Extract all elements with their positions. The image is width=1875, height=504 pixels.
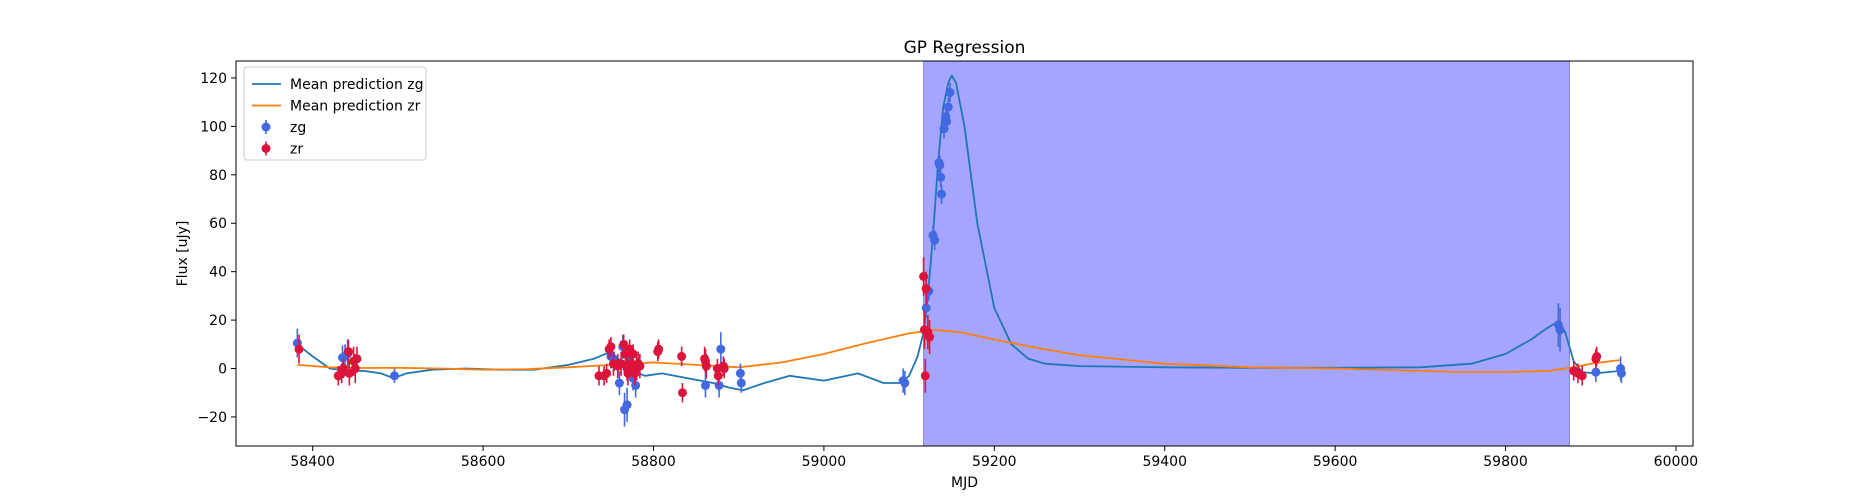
data-point-zg — [631, 380, 641, 390]
data-point-zg — [714, 380, 724, 390]
y-tick-label: 20 — [209, 313, 227, 329]
legend: Mean prediction zg Mean prediction zr zg zr — [243, 66, 427, 161]
data-point-zg — [1591, 367, 1601, 377]
data-point-zr — [352, 354, 362, 364]
x-tick-label: 59400 — [1142, 454, 1187, 470]
data-point-zr — [1592, 351, 1602, 361]
data-point-zg — [614, 378, 624, 388]
y-tick-label: 0 — [218, 362, 227, 378]
data-point-zr — [628, 349, 638, 359]
plot-frame — [235, 60, 1694, 447]
x-tick-label: 60000 — [1654, 454, 1699, 470]
data-point-zr — [338, 364, 348, 374]
legend-marker-swatch — [261, 122, 271, 132]
data-point-zg — [900, 378, 910, 388]
data-point-zg — [945, 87, 955, 97]
data-point-zg — [736, 378, 746, 388]
point-layer — [292, 82, 1626, 427]
y-tick-label: 80 — [209, 168, 227, 184]
data-point-zr — [719, 364, 729, 374]
data-point-zg — [943, 102, 953, 112]
data-point-zr — [1577, 371, 1587, 381]
data-point-zr — [701, 361, 711, 371]
data-point-zg — [936, 172, 946, 182]
data-point-zg — [700, 380, 710, 390]
data-point-zr — [635, 361, 645, 371]
y-tick-label: 40 — [209, 265, 227, 281]
data-point-zg — [1555, 325, 1565, 335]
data-point-zr — [921, 284, 931, 294]
legend-label: zg — [290, 120, 306, 136]
data-point-zr — [602, 368, 612, 378]
y-axis-label: Flux [uJy] — [175, 221, 191, 287]
data-point-zg — [735, 368, 745, 378]
data-point-zr — [713, 371, 723, 381]
data-point-zr — [623, 368, 633, 378]
y-tick-label: 60 — [209, 216, 227, 232]
data-point-zg — [930, 235, 940, 245]
legend-marker-swatch — [261, 144, 271, 153]
data-point-zg — [1616, 368, 1626, 378]
y-tick-label: 120 — [200, 71, 227, 87]
legend-label: Mean prediction zg — [290, 77, 424, 93]
data-point-zr — [616, 359, 626, 369]
legend-box — [243, 66, 427, 161]
data-point-zg — [921, 303, 931, 313]
data-point-zg — [936, 189, 946, 199]
tick-layer: 58400 58600 58800 59000 59200 59400 59600 59800… — [197, 71, 1698, 470]
x-tick-label: 59200 — [972, 454, 1017, 470]
data-point-zr — [344, 368, 354, 378]
x-tick-label: 59000 — [802, 454, 847, 470]
data-point-zr — [677, 351, 687, 361]
data-point-zr — [920, 371, 930, 381]
x-tick-label: 59600 — [1313, 454, 1358, 470]
y-tick-label: −20 — [197, 410, 227, 426]
data-point-zr — [606, 342, 616, 352]
data-point-zr — [294, 344, 304, 354]
data-point-zr — [654, 344, 664, 354]
data-point-zg — [622, 400, 632, 410]
y-tick-label: 100 — [200, 119, 227, 135]
x-tick-label: 58600 — [461, 454, 506, 470]
legend-label: zr — [290, 142, 303, 158]
data-point-zr — [343, 347, 353, 357]
data-point-zg — [935, 160, 945, 170]
data-point-zg — [389, 371, 399, 381]
data-point-zr — [350, 364, 360, 374]
chart-title: GP Regression — [904, 38, 1026, 58]
x-tick-label: 59800 — [1483, 454, 1528, 470]
x-axis-label: MJD — [951, 475, 978, 491]
legend-label: Mean prediction zr — [290, 99, 421, 115]
data-point-zr — [677, 388, 687, 398]
x-tick-label: 58800 — [631, 454, 676, 470]
shade-layer — [923, 60, 1570, 447]
data-point-zr — [925, 332, 935, 342]
x-tick-label: 58400 — [290, 454, 335, 470]
shaded-region — [923, 60, 1570, 447]
data-point-zg — [716, 344, 726, 354]
data-point-zg — [942, 117, 952, 127]
